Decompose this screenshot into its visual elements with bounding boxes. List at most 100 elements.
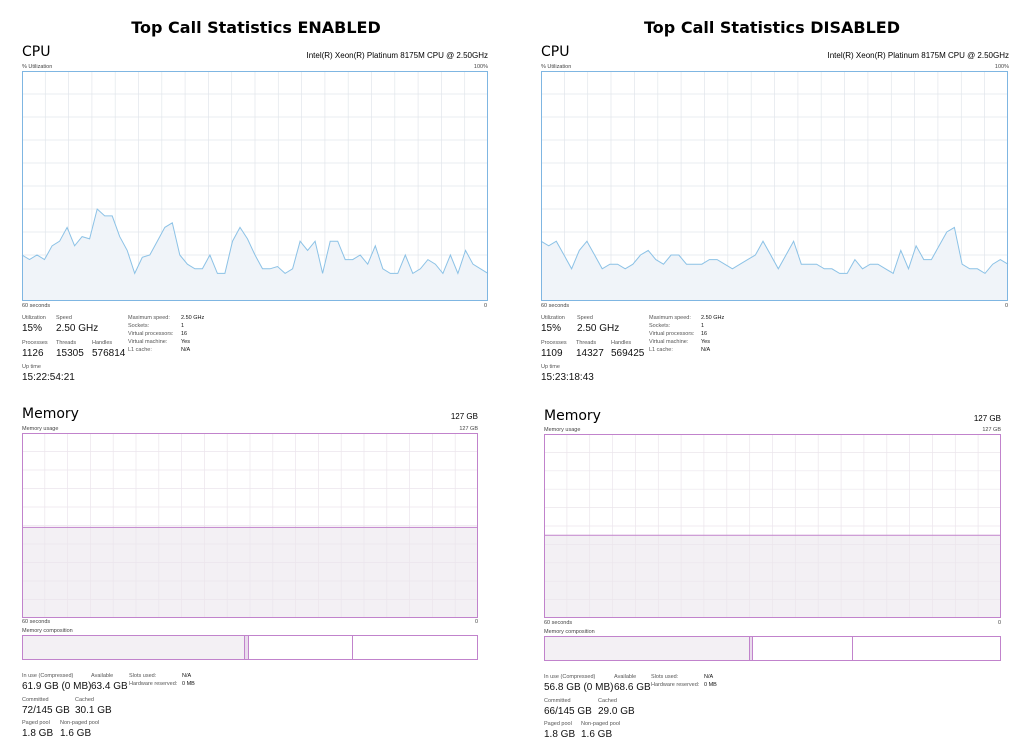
committed-label: Committed bbox=[22, 697, 49, 703]
hardware-reserved-value: 0 MB bbox=[704, 682, 717, 688]
memory-standby-segment bbox=[752, 637, 854, 660]
memory-composition-bar bbox=[544, 636, 1001, 661]
spec-label: Sockets: bbox=[128, 323, 150, 329]
processes-value: 1126 bbox=[22, 348, 44, 359]
paged-pool-label: Paged pool bbox=[544, 721, 572, 727]
available-value: 68.6 GB bbox=[614, 682, 651, 693]
memory-time-label: 60 seconds bbox=[544, 620, 573, 626]
spec-value: Yes bbox=[701, 339, 710, 345]
uptime-value: 15:22:54:21 bbox=[22, 372, 75, 383]
handles-value: 576814 bbox=[92, 348, 126, 359]
memory-usage-label: Memory usage bbox=[544, 427, 581, 433]
spec-value: 16 bbox=[701, 331, 708, 337]
memory-max-label: 127 GB bbox=[459, 426, 478, 432]
memory-usage-graph bbox=[22, 433, 478, 618]
uptime-label: Up time bbox=[541, 364, 560, 370]
spec-value: N/A bbox=[701, 347, 711, 353]
spec-value: 2.50 GHz bbox=[701, 315, 725, 321]
spec-label: Virtual processors: bbox=[128, 331, 174, 337]
cpu-max-label: 100% bbox=[994, 64, 1009, 70]
memory-standby-segment bbox=[248, 636, 354, 659]
spec-value: N/A bbox=[181, 347, 191, 353]
panel-disabled: Top Call Statistics DISABLED CPU Intel(R… bbox=[520, 0, 1024, 756]
speed-value: 2.50 GHz bbox=[577, 323, 620, 334]
spec-value: Yes bbox=[181, 339, 190, 345]
spec-label: Maximum speed: bbox=[649, 315, 691, 321]
uptime-value: 15:23:18:43 bbox=[541, 372, 594, 383]
slots-used-value: N/A bbox=[182, 673, 192, 679]
cpu-time-label: 60 seconds bbox=[22, 303, 51, 309]
cached-value: 29.0 GB bbox=[598, 706, 635, 717]
spec-label: Virtual processors: bbox=[649, 331, 695, 337]
processes-value: 1109 bbox=[541, 348, 563, 359]
memory-time-label: 60 seconds bbox=[22, 619, 51, 625]
cpu-max-label: 100% bbox=[473, 64, 488, 70]
memory-modified-segment bbox=[749, 637, 753, 660]
cached-label: Cached bbox=[598, 698, 617, 704]
non-paged-pool-value: 1.6 GB bbox=[60, 728, 92, 739]
memory-zero-label: 0 bbox=[475, 619, 479, 625]
available-value: 63.4 GB bbox=[91, 681, 128, 692]
cpu-graph-border bbox=[541, 71, 1008, 301]
cpu-line bbox=[21, 208, 489, 275]
threads-label: Threads bbox=[576, 340, 597, 346]
in-use-value: 56.8 GB (0 MB) bbox=[544, 682, 614, 693]
cpu-line bbox=[540, 226, 1009, 275]
memory-composition-label: Memory composition bbox=[22, 628, 73, 634]
memory-title: Memory bbox=[544, 408, 601, 424]
cpu-zero-label: 0 bbox=[1005, 303, 1009, 309]
spec-value: 2.50 GHz bbox=[181, 315, 205, 321]
utilization-label: Utilization bbox=[541, 315, 565, 321]
memory-composition-label: Memory composition bbox=[544, 629, 595, 635]
non-paged-pool-value: 1.6 GB bbox=[581, 729, 613, 740]
memory-in-use-segment bbox=[545, 637, 750, 660]
threads-label: Threads bbox=[56, 340, 77, 346]
spec-label: L1 cache: bbox=[128, 347, 152, 353]
panel-heading: Top Call Statistics ENABLED bbox=[131, 18, 381, 37]
utilization-label: Utilization bbox=[22, 315, 46, 321]
slots-used-label: Slots used: bbox=[651, 674, 679, 680]
memory-modified-segment bbox=[245, 636, 249, 659]
handles-label: Handles bbox=[92, 340, 113, 346]
hardware-reserved-value: 0 MB bbox=[182, 681, 195, 687]
paged-pool-value: 1.8 GB bbox=[22, 728, 54, 739]
memory-graph-border bbox=[544, 434, 1001, 618]
panel-enabled: Top Call Statistics ENABLED CPU Intel(R)… bbox=[21, 18, 489, 739]
memory-composition-bar bbox=[22, 635, 478, 660]
memory-max-label: 127 GB bbox=[982, 427, 1001, 433]
cpu-title: CPU bbox=[541, 44, 570, 60]
available-label: Available bbox=[91, 673, 114, 679]
cpu-area bbox=[541, 227, 1008, 301]
non-paged-pool-label: Non-paged pool bbox=[581, 721, 621, 727]
spec-value: 1 bbox=[181, 323, 185, 329]
cpu-utilization-graph bbox=[540, 71, 1009, 301]
memory-usage-graph bbox=[544, 434, 1001, 618]
hardware-reserved-label: Hardware reserved: bbox=[129, 681, 178, 687]
in-use-value: 61.9 GB (0 MB) bbox=[22, 681, 92, 692]
memory-usage-label: Memory usage bbox=[22, 426, 59, 432]
spec-value: 16 bbox=[181, 331, 188, 337]
handles-value: 569425 bbox=[611, 348, 645, 359]
cpu-title: CPU bbox=[22, 44, 51, 60]
available-label: Available bbox=[614, 674, 637, 680]
slots-used-label: Slots used: bbox=[129, 673, 157, 679]
cpu-time-label: 60 seconds bbox=[541, 303, 570, 309]
slots-used-value: N/A bbox=[704, 674, 714, 680]
cpu-util-label: % Utilization bbox=[541, 64, 572, 70]
cpu-util-label: % Utilization bbox=[22, 64, 53, 70]
cached-label: Cached bbox=[75, 697, 94, 703]
hardware-reserved-label: Hardware reserved: bbox=[651, 682, 700, 688]
processes-label: Processes bbox=[22, 340, 48, 346]
cpu-zero-label: 0 bbox=[484, 303, 488, 309]
handles-label: Handles bbox=[611, 340, 632, 346]
cpu-utilization-graph bbox=[21, 71, 489, 301]
paged-pool-value: 1.8 GB bbox=[544, 729, 576, 740]
cpu-processor-name: Intel(R) Xeon(R) Platinum 8175M CPU @ 2.… bbox=[306, 51, 488, 60]
processes-label: Processes bbox=[541, 340, 567, 346]
cpu-graph-border bbox=[22, 71, 488, 301]
spec-label: Maximum speed: bbox=[128, 315, 170, 321]
threads-value: 15305 bbox=[56, 348, 84, 359]
in-use-label: In use (Compressed) bbox=[22, 673, 74, 679]
spec-label: L1 cache: bbox=[649, 347, 673, 353]
spec-label: Virtual machine: bbox=[128, 339, 168, 345]
